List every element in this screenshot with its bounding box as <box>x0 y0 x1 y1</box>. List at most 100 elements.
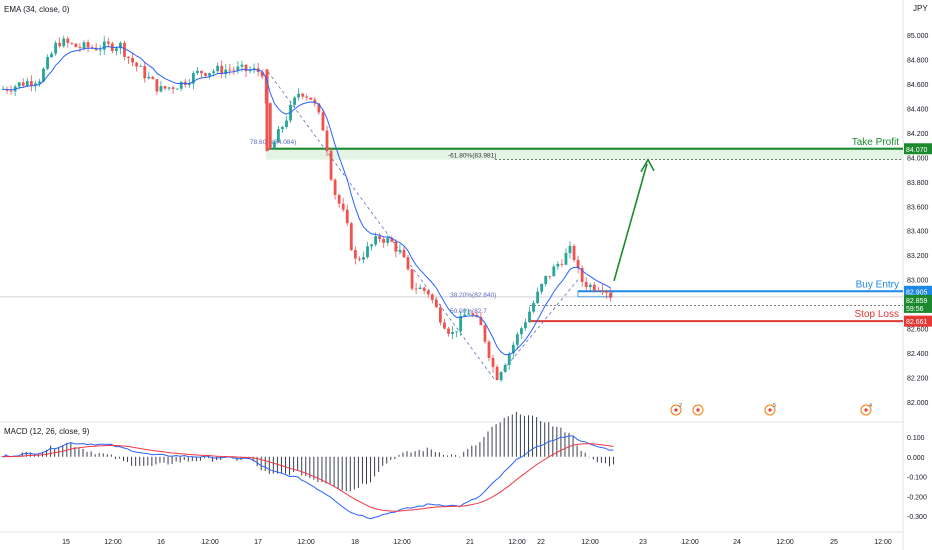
price-tick-label: 83.400 <box>907 229 929 236</box>
take-profit-price-tag <box>904 143 932 155</box>
candle-body <box>272 142 276 149</box>
macd-tick-label: 0.100 <box>907 435 925 442</box>
candle-body <box>353 250 357 259</box>
candle-body <box>568 245 572 254</box>
candle-body <box>29 81 33 86</box>
candle-body <box>204 73 207 76</box>
price-tick-label: 82.600 <box>907 327 929 334</box>
time-tick-label: 12:00 <box>874 539 892 546</box>
candle-body <box>588 284 592 288</box>
fib-label-382: 38.20%(82.840) <box>450 292 496 299</box>
candle-body <box>277 129 280 143</box>
candle-body <box>584 281 588 288</box>
countdown-text: 59:56 <box>906 306 924 313</box>
time-tick-label: 12:00 <box>581 539 599 546</box>
candle-body <box>236 66 240 71</box>
candle-body <box>430 294 434 300</box>
symbol-label: JPY <box>913 4 928 13</box>
candle-body <box>200 70 203 74</box>
candle-body <box>163 86 167 89</box>
candle-body <box>228 69 232 71</box>
price-tick-label: 85.000 <box>907 33 929 40</box>
ema-legend-label[interactable]: EMA (34, close, 0) <box>4 5 70 14</box>
macd-line <box>1 435 614 520</box>
candle-body <box>515 334 519 345</box>
macd-tick-label: -0.300 <box>907 514 927 521</box>
buy-entry-price-tag-text: 82.905 <box>906 289 928 296</box>
candle-body <box>447 328 450 334</box>
candle-body <box>317 103 321 113</box>
candle-body <box>358 258 361 260</box>
macd-tick-label: -0.200 <box>907 494 927 501</box>
take-profit-zone <box>266 147 903 160</box>
candle-body <box>127 56 130 58</box>
candle-body <box>224 69 228 75</box>
candle-body <box>406 257 410 270</box>
time-tick-label: 12:00 <box>393 539 411 546</box>
candle-body <box>46 57 49 69</box>
event-badge-dot <box>768 408 772 412</box>
candle-body <box>62 38 66 47</box>
price-tick-label: 84.800 <box>907 57 929 64</box>
candle-body <box>268 103 272 149</box>
candle-body <box>394 241 398 252</box>
candle-body <box>402 249 406 258</box>
candle-body <box>418 287 422 290</box>
ema-group <box>2 45 611 356</box>
candle-body <box>131 57 134 63</box>
symbol-tag <box>906 2 930 13</box>
candle-body <box>434 299 438 308</box>
candle-body <box>556 263 560 267</box>
candle-body <box>50 53 53 58</box>
candle-body <box>374 236 377 245</box>
candle-body <box>410 269 414 289</box>
candle-body <box>382 239 386 243</box>
time-tick-label: 18 <box>351 539 359 546</box>
candle-body <box>220 65 224 75</box>
price-tick-label: 84.400 <box>907 106 929 113</box>
time-tick-label: 22 <box>537 539 545 546</box>
candle-body <box>390 238 394 242</box>
price-tick-label: 84.600 <box>907 82 929 89</box>
candle-body <box>208 73 211 76</box>
target-arrow-line[interactable] <box>613 163 648 282</box>
candle-body <box>487 341 491 358</box>
macd-tick-label: -0.100 <box>907 475 927 482</box>
candle-body <box>325 130 329 151</box>
candle-body <box>106 41 110 44</box>
candle-body <box>34 83 37 86</box>
candle-body <box>483 325 487 342</box>
take-profit-label: Take Profit <box>852 137 899 148</box>
event-badge-dot <box>674 408 678 412</box>
candle-body <box>443 322 446 329</box>
candle-body <box>520 328 523 335</box>
candle-body <box>439 307 442 323</box>
macd-legend-label[interactable]: MACD (12, 26, close, 9) <box>4 427 90 436</box>
candle-body <box>329 150 333 180</box>
time-tick-label: 12:00 <box>776 539 794 546</box>
candle-body <box>499 372 503 381</box>
candle-body <box>179 81 183 89</box>
price-tick-label: 82.000 <box>907 400 929 407</box>
time-tick-label: 12:00 <box>104 539 122 546</box>
price-tick-label: 83.600 <box>907 204 929 211</box>
fib-trend-line[interactable] <box>267 71 579 381</box>
ema-line <box>2 45 611 356</box>
candle-body <box>301 93 305 97</box>
candle-body <box>528 311 531 323</box>
current-price-tag <box>904 294 932 313</box>
candle-body <box>341 203 345 210</box>
candle-body <box>260 71 264 77</box>
candle-body <box>422 287 426 291</box>
signal-line <box>1 443 614 512</box>
candle-body <box>576 259 580 268</box>
candle-body <box>135 62 139 67</box>
time-tick-label: 16 <box>157 539 165 546</box>
stop-loss-price-tag-text: 82.661 <box>906 319 928 326</box>
candle-body <box>564 253 568 265</box>
candle-body <box>196 70 199 74</box>
candle-body <box>451 331 454 334</box>
candle-body <box>540 283 544 292</box>
